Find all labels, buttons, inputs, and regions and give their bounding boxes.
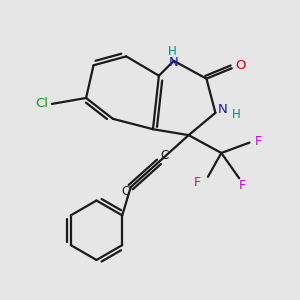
Text: N: N (169, 56, 179, 69)
Text: F: F (238, 179, 246, 192)
Text: Cl: Cl (35, 98, 48, 110)
Text: C: C (160, 149, 168, 162)
Text: C: C (121, 185, 130, 198)
Text: O: O (236, 59, 246, 72)
Text: F: F (255, 135, 262, 148)
Text: H: H (168, 45, 177, 58)
Text: H: H (232, 108, 241, 121)
Text: F: F (194, 176, 201, 189)
Text: N: N (218, 103, 227, 116)
